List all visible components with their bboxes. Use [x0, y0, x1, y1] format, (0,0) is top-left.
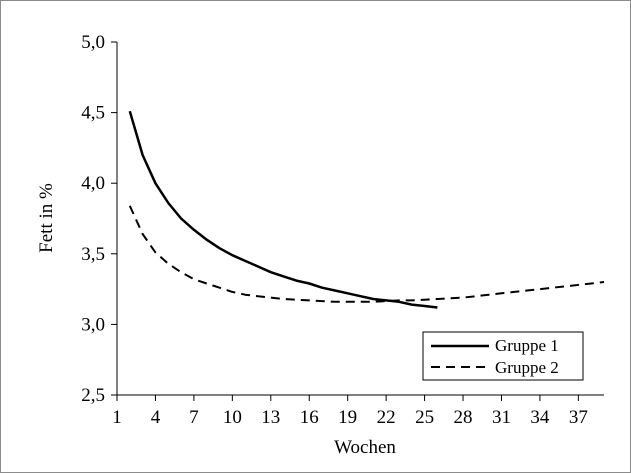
- y-tick-label: 3,0: [81, 314, 105, 335]
- x-tick-label: 1: [112, 407, 122, 428]
- y-tick-label: 4,0: [81, 173, 105, 194]
- y-axis-ticks: 2,5 3,0 3,5 4,0 4,5 5,0: [81, 32, 117, 406]
- legend-label-gruppe-2: Gruppe 2: [495, 358, 559, 377]
- series-line-gruppe-1: [128, 110, 438, 309]
- y-axis-title: Fett in %: [36, 183, 57, 253]
- x-tick-label: 16: [300, 407, 319, 428]
- y-tick-label: 2,5: [81, 385, 105, 406]
- x-tick-label: 31: [492, 407, 511, 428]
- legend: Gruppe 1 Gruppe 2: [422, 331, 584, 381]
- x-tick-label: 13: [261, 407, 280, 428]
- x-tick-label: 10: [223, 407, 242, 428]
- x-tick-label: 19: [338, 407, 357, 428]
- x-tick-label: 25: [415, 407, 434, 428]
- x-tick-label: 28: [454, 407, 473, 428]
- x-tick-label: 34: [530, 407, 550, 428]
- x-axis-ticks: 1 4 7 10 13 16 19 22 25 28 31 34 37: [112, 395, 588, 428]
- x-tick-label: 4: [151, 407, 161, 428]
- y-tick-label: 3,5: [81, 244, 105, 265]
- y-tick-label: 5,0: [81, 32, 105, 53]
- series-line-gruppe-2: [128, 205, 605, 303]
- series-layer: [128, 110, 605, 309]
- legend-label-gruppe-1: Gruppe 1: [495, 336, 559, 355]
- x-tick-label: 22: [377, 407, 396, 428]
- x-tick-label: 37: [569, 407, 588, 428]
- legend-box: [422, 331, 584, 381]
- y-tick-label: 4,5: [81, 103, 105, 124]
- x-tick-label: 7: [189, 407, 199, 428]
- x-axis-title: Wochen: [334, 437, 396, 458]
